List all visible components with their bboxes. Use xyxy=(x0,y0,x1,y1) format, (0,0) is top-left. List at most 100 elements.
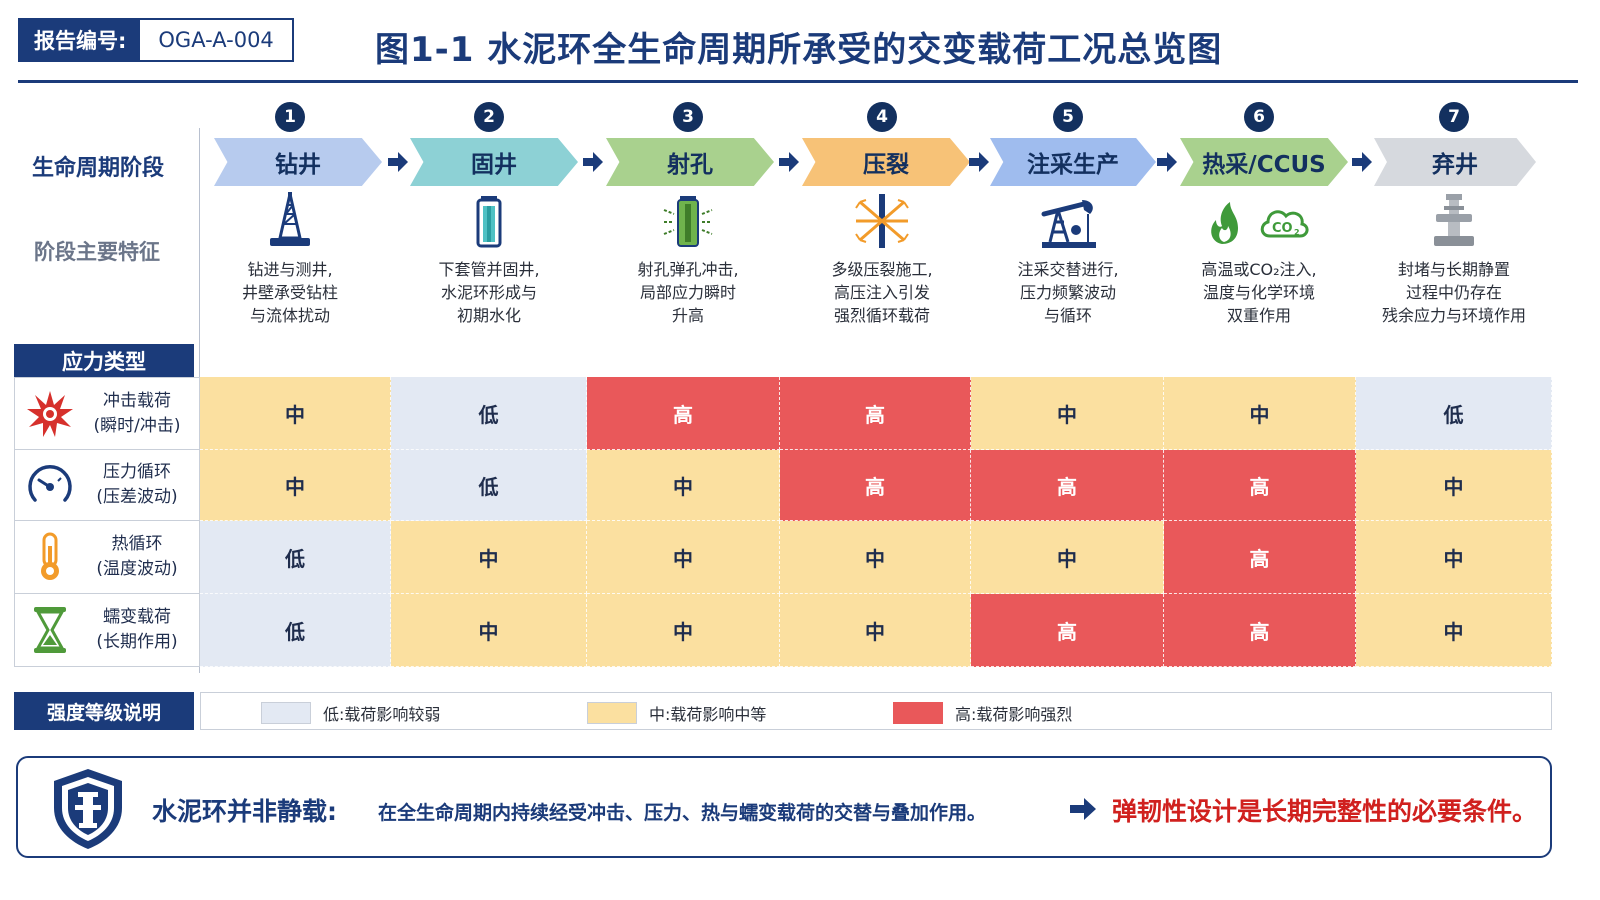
stage-chevron-1: 钻井 xyxy=(214,138,382,186)
stress-row-label: 冲击载荷 (瞬时/冲击) xyxy=(14,377,200,450)
stage-description-line: 强烈循环载荷 xyxy=(833,306,930,325)
matrix-cell: 中 xyxy=(971,377,1164,450)
stage-number-7: 7 xyxy=(1439,102,1469,132)
matrix-cell: 中 xyxy=(200,377,391,450)
matrix-cell: 中 xyxy=(200,450,391,521)
svg-text:2: 2 xyxy=(1294,228,1300,237)
header: 报告编号: OGA-A-004 图1-1 水泥环全生命周期所承受的交变载荷工况总… xyxy=(0,0,1600,90)
conclusion-sub: 在全生命周期内持续经受冲击、压力、热与蠕变载荷的交替与叠加作用。 xyxy=(378,802,987,824)
stage-chevron-7: 弃井 xyxy=(1374,138,1536,186)
stress-row-text: 热循环 (温度波动) xyxy=(75,532,199,582)
hourglass-icon xyxy=(25,605,75,655)
stress-subtitle: (长期作用) xyxy=(96,632,178,652)
stage-description-6: 高温或CO₂注入, 温度与化学环境 双重作用 xyxy=(1164,258,1354,327)
stage-chevron-4: 压裂 xyxy=(802,138,970,186)
report-number-label: 报告编号: xyxy=(20,20,141,60)
matrix-cell: 高 xyxy=(1164,594,1356,667)
impact-burst-icon xyxy=(25,389,75,439)
pressure-gauge-icon xyxy=(25,460,75,510)
pumpjack-icon xyxy=(1038,192,1098,250)
report-number-value: OGA-A-004 xyxy=(140,20,293,60)
stage-description-line: 封堵与长期静置 xyxy=(1397,260,1510,279)
conclusion-banner: 水泥环并非静载: 在全生命周期内持续经受冲击、压力、热与蠕变载荷的交替与叠加作用… xyxy=(16,756,1552,858)
stage-description-2: 下套管并固井, 水泥环形成与 初期水化 xyxy=(394,258,584,327)
stress-row-text: 压力循环 (压差波动) xyxy=(75,460,199,510)
flame-co2-icon: CO 2 xyxy=(1204,192,1314,250)
shield-wellhead-icon xyxy=(54,769,122,849)
matrix-cell: 中 xyxy=(391,594,587,667)
matrix-cell: 高 xyxy=(971,594,1164,667)
flow-arrow-icon xyxy=(967,150,991,174)
legend-item-low: 低:载荷影响较弱 xyxy=(261,701,440,725)
matrix-cell: 高 xyxy=(1164,450,1356,521)
flow-arrow-icon xyxy=(777,150,801,174)
stage-number-1: 1 xyxy=(275,102,305,132)
matrix-cell: 中 xyxy=(391,521,587,594)
matrix-cell: 中 xyxy=(587,594,780,667)
matrix-cell: 高 xyxy=(780,450,971,521)
flow-arrow-icon xyxy=(1350,150,1374,174)
stage-chevron-3: 射孔 xyxy=(606,138,774,186)
legend-swatch-mid xyxy=(587,702,637,724)
stage-description-line: 初期水化 xyxy=(456,306,521,325)
stage-description-4: 多级压裂施工, 高压注入引发 强烈循环载荷 xyxy=(787,258,977,327)
stress-type-label: 应力类型 xyxy=(14,344,194,378)
stage-name: 固井 xyxy=(471,152,517,178)
stage-description-line: 水泥环形成与 xyxy=(440,283,537,302)
legend-text-mid: 中:载荷影响中等 xyxy=(649,705,767,724)
cement-casing-icon xyxy=(459,192,519,250)
stage-features-label: 阶段主要特征 xyxy=(34,240,160,264)
stress-name: 蠕变载荷 xyxy=(103,607,171,627)
stress-row-text: 蠕变载荷 (长期作用) xyxy=(75,605,199,655)
stage-description-line: 过程中仍存在 xyxy=(1405,283,1502,302)
matrix-cell: 中 xyxy=(1164,377,1356,450)
stress-row-label: 蠕变载荷 (长期作用) xyxy=(14,594,200,667)
stage-number-4: 4 xyxy=(867,102,897,132)
arrow-right-icon xyxy=(1070,798,1096,820)
stage-description-line: 局部应力瞬时 xyxy=(639,283,736,302)
stage-number-5: 5 xyxy=(1053,102,1083,132)
flow-arrow-icon xyxy=(386,150,410,174)
lifecycle-stage-label: 生命周期阶段 xyxy=(32,156,165,181)
matrix-cell: 中 xyxy=(1356,594,1552,667)
stage-chevron-5: 注采生产 xyxy=(990,138,1156,186)
matrix-cell: 中 xyxy=(971,521,1164,594)
matrix-cell: 高 xyxy=(587,377,780,450)
stress-subtitle: (温度波动) xyxy=(96,559,178,579)
stage-description-line: 温度与化学环境 xyxy=(1202,283,1315,302)
matrix-cell: 低 xyxy=(1356,377,1552,450)
legend-title: 强度等级说明 xyxy=(14,692,194,730)
stage-description-3: 射孔弹孔冲击, 局部应力瞬时 升高 xyxy=(593,258,783,327)
stress-name: 冲击载荷 xyxy=(103,390,171,411)
thermometer-icon xyxy=(25,532,75,582)
stage-description-line: 与流体扰动 xyxy=(249,306,330,325)
stress-row-text: 冲击载荷 (瞬时/冲击) xyxy=(75,389,199,439)
legend: 低:载荷影响较弱 中:载荷影响中等 高:载荷影响强烈 xyxy=(200,692,1552,730)
stage-description-7: 封堵与长期静置 过程中仍存在 残余应力与环境作用 xyxy=(1359,258,1549,327)
stage-description-line: 下套管并固井, xyxy=(438,260,540,279)
report-number-box: 报告编号: OGA-A-004 xyxy=(18,18,295,62)
stress-subtitle: (瞬时/冲击) xyxy=(93,415,181,436)
stress-name: 热循环 xyxy=(111,534,163,554)
stage-number-3: 3 xyxy=(673,102,703,132)
matrix-cell: 高 xyxy=(780,377,971,450)
legend-text-low: 低:载荷影响较弱 xyxy=(323,705,441,724)
matrix-cell: 高 xyxy=(971,450,1164,521)
legend-item-mid: 中:载荷影响中等 xyxy=(587,701,766,725)
stress-name: 压力循环 xyxy=(103,462,171,482)
matrix-cell: 低 xyxy=(200,521,391,594)
stage-description-line: 高压注入引发 xyxy=(833,283,930,302)
stage-description-line: 高温或CO₂注入, xyxy=(1201,260,1317,279)
header-divider xyxy=(18,80,1578,83)
matrix-cell: 高 xyxy=(1164,521,1356,594)
stage-description-line: 双重作用 xyxy=(1226,306,1291,325)
stage-description-line: 井壁承受钻柱 xyxy=(241,283,338,302)
matrix-cell: 低 xyxy=(391,450,587,521)
stage-name: 压裂 xyxy=(863,152,909,178)
matrix-cell: 低 xyxy=(391,377,587,450)
matrix-cell: 中 xyxy=(587,521,780,594)
stress-subtitle: (压差波动) xyxy=(96,487,178,507)
conclusion-main: 水泥环并非静载: xyxy=(152,797,337,826)
flow-arrow-icon xyxy=(1155,150,1179,174)
stage-name: 射孔 xyxy=(667,152,713,178)
